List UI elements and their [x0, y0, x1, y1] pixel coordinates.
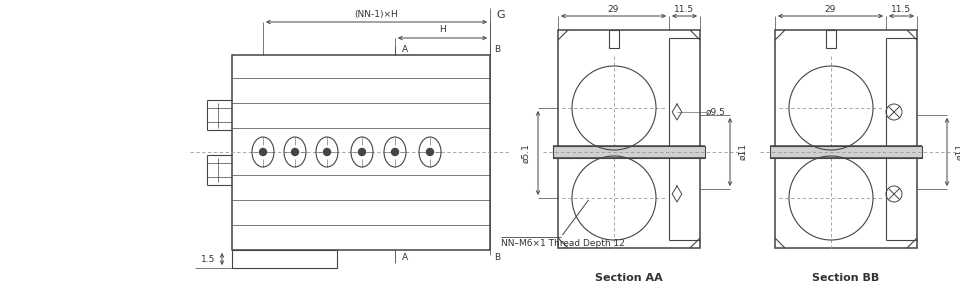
Text: H: H	[439, 26, 445, 34]
Text: 11.5: 11.5	[675, 5, 695, 13]
Text: G: G	[496, 10, 505, 20]
Bar	[775, 30, 917, 248]
Text: ø5.1: ø5.1	[521, 143, 530, 163]
Text: A: A	[402, 253, 408, 263]
Text: Section BB: Section BB	[812, 273, 879, 283]
Text: B: B	[494, 45, 500, 55]
Bar	[609, 30, 619, 48]
Circle shape	[292, 149, 299, 156]
Bar	[232, 55, 490, 250]
Text: Section AA: Section AA	[595, 273, 662, 283]
Bar	[770, 146, 922, 158]
Text: 1.5: 1.5	[201, 254, 215, 264]
Circle shape	[358, 149, 366, 156]
Bar	[826, 30, 836, 48]
Text: NN–M6×1 Thread Depth 12: NN–M6×1 Thread Depth 12	[501, 239, 625, 248]
Bar	[553, 146, 705, 158]
Bar	[232, 250, 337, 268]
Text: ø9.5: ø9.5	[706, 107, 726, 117]
Circle shape	[426, 149, 434, 156]
Text: 29: 29	[608, 5, 619, 13]
Text: 29: 29	[825, 5, 836, 13]
Circle shape	[392, 149, 398, 156]
Text: ø11: ø11	[738, 143, 747, 160]
Text: ø11: ø11	[955, 143, 960, 160]
Bar	[558, 30, 700, 248]
Circle shape	[324, 149, 330, 156]
Circle shape	[259, 149, 267, 156]
Text: B: B	[494, 253, 500, 263]
Text: (NN-1)×H: (NN-1)×H	[354, 9, 398, 19]
Text: A: A	[402, 45, 408, 55]
Text: 11.5: 11.5	[892, 5, 912, 13]
